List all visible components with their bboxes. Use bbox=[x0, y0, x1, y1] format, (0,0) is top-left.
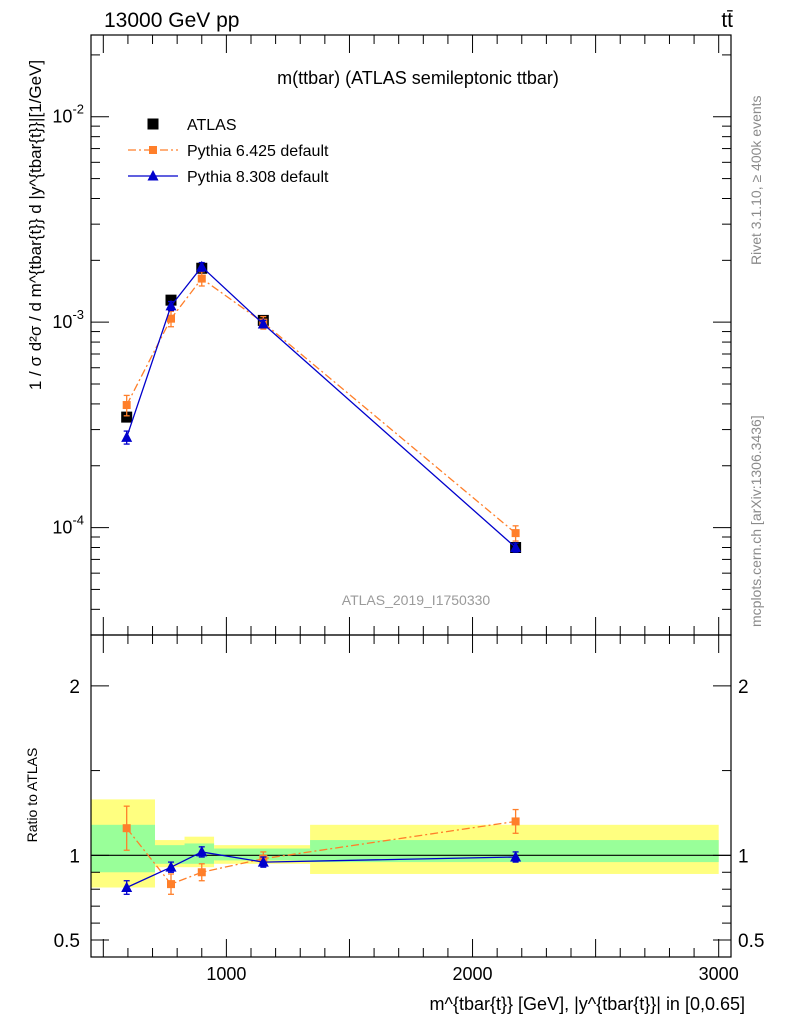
main-y-tick-label: 10-4 bbox=[52, 513, 84, 538]
ratio-series-pythia-8-308-default bbox=[121, 845, 522, 895]
series-pythia-6-425-default bbox=[122, 271, 520, 542]
data-point bbox=[167, 314, 175, 323]
data-point bbox=[121, 431, 133, 442]
ratio-y-tick-label-left: 1 bbox=[69, 846, 80, 867]
main-series-layer bbox=[121, 260, 522, 553]
ratio-point bbox=[511, 817, 520, 826]
ratio-point bbox=[196, 845, 208, 857]
ratio-plot-frame bbox=[90, 634, 732, 958]
data-point bbox=[510, 541, 522, 552]
x-tick-label: 1000 bbox=[206, 964, 246, 984]
main-y-tick-label: 10-2 bbox=[52, 102, 84, 127]
mcplots-reference-label: mcplots.cern.ch [arXiv:1306.3436] bbox=[748, 415, 764, 627]
main-y-tick-label: 10-3 bbox=[52, 307, 84, 332]
ratio-point bbox=[167, 880, 175, 889]
series-pythia-8-308-default bbox=[121, 260, 522, 553]
ratio-point bbox=[165, 861, 177, 872]
ratio-uncertainty-bands bbox=[91, 799, 719, 888]
ratio-axis-ticks bbox=[91, 635, 731, 957]
ratio-y-tick-label-right: 1 bbox=[738, 846, 749, 867]
data-point bbox=[122, 401, 131, 410]
data-point bbox=[121, 411, 133, 423]
green-band bbox=[214, 848, 311, 861]
legend: ATLAS Pythia 6.425 default Pythia 8.308 de… bbox=[128, 117, 329, 186]
ratio-series-line bbox=[126, 820, 516, 885]
ratio-plot-panel: 0.5 0.5 1 1 2 2 1000 2000 3000 Ratio to ATLAS m… bbox=[24, 634, 765, 1014]
ratio-point bbox=[257, 856, 269, 867]
data-point bbox=[197, 274, 206, 283]
ratio-y-tick-label-left: 0.5 bbox=[54, 931, 80, 952]
ratio-point bbox=[510, 851, 522, 862]
ratio-point bbox=[197, 868, 206, 877]
collision-label: 13000 GeV pp bbox=[104, 9, 239, 32]
data-point bbox=[196, 260, 208, 272]
ratio-y-axis-label: Ratio to ATLAS bbox=[24, 748, 40, 843]
legend-label: Pythia 8.308 default bbox=[187, 169, 329, 186]
legend-entry: Pythia 8.308 default bbox=[128, 169, 329, 186]
legend-marker bbox=[147, 170, 159, 181]
ratio-y-tick-label-left: 2 bbox=[69, 677, 80, 698]
ratio-y-tick-label-right: 0.5 bbox=[738, 931, 764, 952]
series-line bbox=[126, 265, 517, 548]
ratio-point bbox=[122, 824, 131, 833]
data-point bbox=[511, 529, 520, 538]
green-band bbox=[310, 840, 719, 863]
analysis-watermark: ATLAS_2019_I1750330 bbox=[342, 592, 491, 608]
green-band bbox=[91, 824, 155, 873]
process-label: tt̄ bbox=[721, 9, 733, 32]
main-plot-panel: 10-4 10-3 10-2 m(ttbar) (ATLAS semileptoni… bbox=[26, 34, 732, 636]
legend-marker bbox=[149, 146, 157, 154]
rivet-version-label: Rivet 3.1.10, ≥ 400k events bbox=[748, 95, 764, 265]
ratio-series-pythia-6-425-default bbox=[122, 805, 520, 895]
main-y-axis-label: 1 / σ d²σ / d m^{tbar{t}} d |y^{tbar{t}}… bbox=[26, 60, 45, 390]
green-band bbox=[155, 845, 185, 864]
ratio-y-tick-labels: 0.5 0.5 1 1 2 2 bbox=[54, 677, 765, 952]
ratio-y-tick-label-right: 2 bbox=[738, 677, 749, 698]
data-point bbox=[257, 317, 269, 329]
plot-title: m(ttbar) (ATLAS semileptonic ttbar) bbox=[277, 68, 559, 88]
x-tick-label: 2000 bbox=[453, 964, 493, 984]
ratio-series-layer bbox=[121, 805, 522, 895]
legend-label: ATLAS bbox=[187, 117, 237, 134]
legend-marker bbox=[147, 118, 159, 130]
x-tick-label: 3000 bbox=[699, 964, 739, 984]
x-tick-labels: 1000 2000 3000 bbox=[206, 964, 738, 984]
main-axis-ticks bbox=[91, 35, 731, 636]
legend-label: Pythia 6.425 default bbox=[187, 143, 329, 160]
legend-entry: Pythia 6.425 default bbox=[128, 143, 329, 160]
series-line bbox=[126, 277, 517, 534]
x-axis-label: m^{tbar{t}} [GeV], |y^{tbar{t}}| in [0,0… bbox=[430, 994, 745, 1014]
legend-entry: ATLAS bbox=[147, 117, 237, 134]
data-point bbox=[165, 299, 177, 311]
main-y-tick-labels: 10-4 10-3 10-2 bbox=[52, 102, 84, 538]
ratio-point bbox=[121, 881, 133, 893]
